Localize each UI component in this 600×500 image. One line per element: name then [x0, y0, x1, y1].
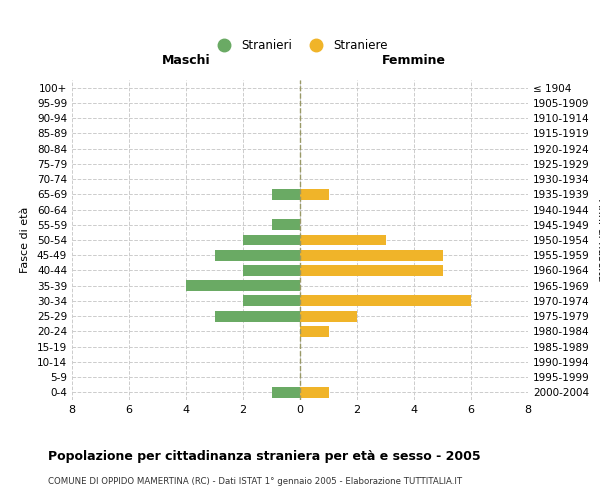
- Bar: [215, 310, 300, 322]
- Bar: [243, 265, 300, 276]
- Text: Maschi: Maschi: [161, 54, 211, 67]
- Bar: [300, 265, 443, 276]
- Bar: [300, 326, 329, 337]
- Text: COMUNE DI OPPIDO MAMERTINA (RC) - Dati ISTAT 1° gennaio 2005 - Elaborazione TUTT: COMUNE DI OPPIDO MAMERTINA (RC) - Dati I…: [48, 478, 462, 486]
- Bar: [300, 296, 471, 306]
- Bar: [300, 387, 329, 398]
- Bar: [215, 250, 300, 260]
- Text: Popolazione per cittadinanza straniera per età e sesso - 2005: Popolazione per cittadinanza straniera p…: [48, 450, 481, 463]
- Legend: Stranieri, Straniere: Stranieri, Straniere: [207, 34, 393, 57]
- Bar: [300, 250, 443, 260]
- Y-axis label: Anni di nascita: Anni di nascita: [596, 198, 600, 281]
- Bar: [300, 234, 386, 246]
- Bar: [243, 234, 300, 246]
- Y-axis label: Fasce di età: Fasce di età: [20, 207, 30, 273]
- Bar: [300, 189, 329, 200]
- Bar: [271, 189, 300, 200]
- Bar: [300, 310, 357, 322]
- Bar: [243, 296, 300, 306]
- Bar: [186, 280, 300, 291]
- Bar: [271, 387, 300, 398]
- Text: Femmine: Femmine: [382, 54, 446, 67]
- Bar: [271, 220, 300, 230]
